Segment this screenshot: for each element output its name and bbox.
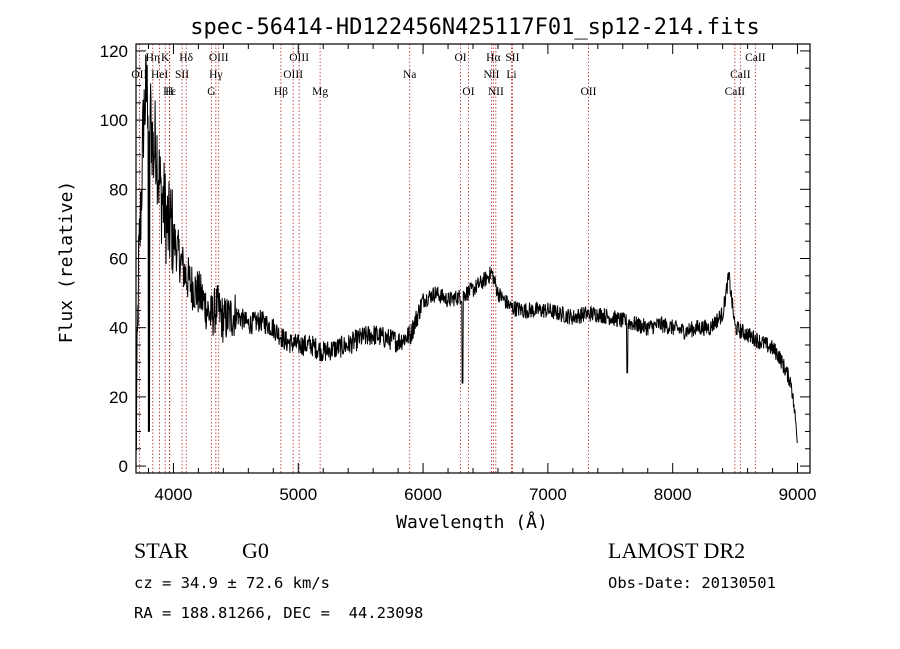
x-tick-label: 5000 [279,485,317,504]
redshift-text: cz = 34.9 ± 72.6 km/s [134,574,330,592]
line-label: OIII [209,52,229,64]
line-label: OIII [283,69,303,81]
line-label: OI [462,86,474,98]
spectrum-line [135,54,798,451]
y-tick-label: 60 [109,250,128,269]
line-markers [138,44,756,473]
line-label: CaII [725,86,746,98]
line-label: K [161,52,170,64]
subclass: G0 [242,538,269,563]
y-tick-label: 20 [109,388,128,407]
line-label: Hγ [209,69,222,81]
x-tick-label: 8000 [654,485,692,504]
line-label: NII [483,69,499,81]
x-tick-label: 6000 [404,485,442,504]
y-axis: 0 20 40 60 80 100 120 [100,42,810,476]
chart-title: spec-56414-HD122456N425117F01_sp12-214.f… [190,15,760,40]
obs-date: Obs-Date: 20130501 [608,574,776,592]
line-label: Mg [312,86,328,98]
line-label: NII [488,86,504,98]
line-label: Hα [486,52,500,64]
x-tick-label: 4000 [155,485,193,504]
line-label: OI [454,52,466,64]
line-label: OII [580,86,596,98]
line-label: SII [505,52,519,64]
line-label: Li [506,69,516,81]
x-axis-label: Wavelength (Å) [396,511,548,530]
line-label: H [165,86,173,98]
y-tick-label: 100 [100,111,128,130]
y-tick-label: 120 [100,42,128,61]
spectrum-chart: spec-56414-HD122456N425117F01_sp12-214.f… [56,15,817,530]
plot-frame [135,43,811,474]
x-axis: 4000 5000 6000 7000 8000 9000 [147,44,817,504]
line-label: Na [403,69,416,81]
line-labels: Hη OII Hε K HeI H Hδ SII OIII Hγ G Hβ OIII OIII Mg Na OI… [131,52,765,98]
line-label: Hδ [179,52,193,64]
coordinates: RA = 188.81266, DEC = 44.23098 [134,604,424,622]
y-tick-label: 40 [109,319,128,338]
line-label: OIII [289,52,309,64]
object-class: STAR [134,538,189,563]
y-axis-label: Flux (relative) [56,181,77,344]
line-label: SII [175,69,189,81]
x-tick-label: 7000 [529,485,567,504]
line-label: Hε [163,86,176,98]
x-tick-label: 9000 [779,485,817,504]
y-tick-label: 80 [109,180,128,199]
line-label: Hη [146,52,160,64]
line-label: CaII [745,52,766,64]
y-tick-label: 0 [119,457,128,476]
line-label: G [207,86,215,98]
line-label: HeI [151,69,168,81]
survey-name: LAMOST DR2 [608,538,746,563]
line-label: CaII [730,69,751,81]
line-label: Hβ [274,86,288,98]
